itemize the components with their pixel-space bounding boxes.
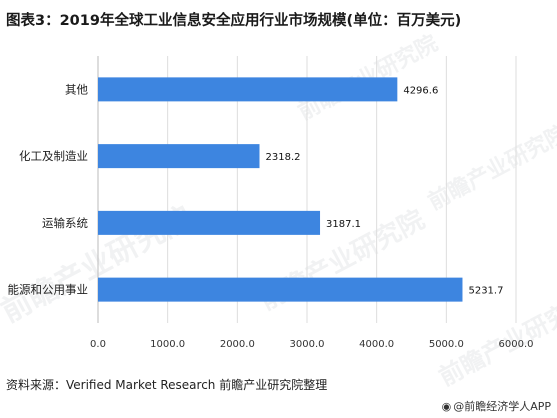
value-label: 3187.1	[326, 219, 361, 230]
bar	[98, 144, 260, 169]
category-label: 化工及制造业	[19, 149, 88, 163]
credit-text: @前瞻经济学人APP	[453, 400, 551, 413]
x-tick-label: 6000.0	[499, 339, 534, 350]
category-label: 能源和公用事业	[8, 283, 89, 297]
x-tick-label: 3000.0	[290, 339, 325, 350]
value-label: 4296.6	[403, 85, 438, 96]
credit: ◉ @前瞻经济学人APP	[442, 398, 551, 414]
chart-title: 图表3：2019年全球工业信息安全应用行业市场规模(单位：百万美元)	[6, 13, 462, 29]
category-label: 其他	[65, 82, 88, 96]
wechat-icon: ◉	[441, 399, 452, 413]
x-tick-label: 5000.0	[429, 339, 464, 350]
bar	[98, 77, 398, 102]
value-label: 2318.2	[266, 152, 301, 163]
bars	[98, 77, 463, 302]
labels: 0.0 1000.0 2000.0 3000.0 4000.0 5000.0 6000.0 其…	[8, 82, 534, 350]
value-label: 5231.7	[468, 286, 503, 297]
bar	[98, 277, 463, 302]
category-label: 运输系统	[42, 216, 88, 230]
bar	[98, 210, 321, 235]
source-note: 资料来源：Verified Market Research 前瞻产业研究院整理	[6, 378, 328, 392]
x-tick-label: 4000.0	[359, 339, 394, 350]
x-tick-label: 2000.0	[220, 339, 255, 350]
x-tick-label: 1000.0	[150, 339, 185, 350]
x-tick-label: 0.0	[90, 339, 106, 350]
